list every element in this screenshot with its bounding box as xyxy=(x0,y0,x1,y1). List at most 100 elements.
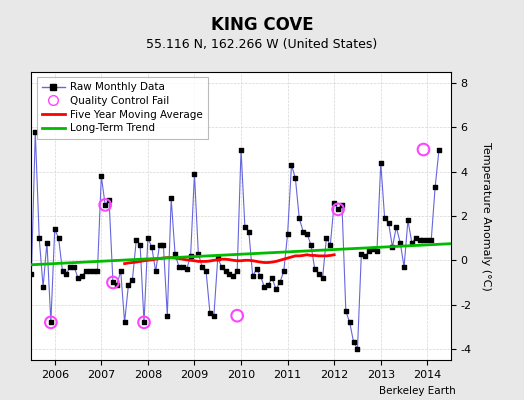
Point xyxy=(283,230,292,237)
Point xyxy=(78,273,86,279)
Point xyxy=(151,268,160,274)
Text: KING COVE: KING COVE xyxy=(211,16,313,34)
Point xyxy=(179,264,187,270)
Point xyxy=(345,319,354,326)
Point xyxy=(214,255,222,261)
Point xyxy=(233,312,242,319)
Point xyxy=(124,282,133,288)
Point xyxy=(353,346,362,352)
Point xyxy=(206,310,214,317)
Point xyxy=(97,173,105,179)
Point xyxy=(85,268,94,274)
Point xyxy=(16,264,24,270)
Point xyxy=(175,264,183,270)
Point xyxy=(140,319,148,326)
Point xyxy=(194,250,202,257)
Point xyxy=(82,268,90,274)
Point xyxy=(89,268,97,274)
Point xyxy=(27,270,36,277)
Point xyxy=(272,286,280,292)
Point xyxy=(187,253,195,259)
Point xyxy=(109,279,117,286)
Point xyxy=(411,235,420,241)
Point xyxy=(319,275,327,281)
Point xyxy=(408,239,416,246)
Point xyxy=(396,239,405,246)
Point xyxy=(342,308,350,314)
Point xyxy=(338,202,346,208)
Point xyxy=(47,319,55,326)
Point xyxy=(182,266,191,272)
Point xyxy=(423,237,432,244)
Point xyxy=(334,206,342,212)
Point xyxy=(74,275,82,281)
Point xyxy=(299,228,307,235)
Point xyxy=(330,200,339,206)
Text: Berkeley Earth: Berkeley Earth xyxy=(379,386,456,396)
Point xyxy=(260,284,268,290)
Point xyxy=(295,215,303,222)
Point xyxy=(400,264,408,270)
Point xyxy=(101,202,110,208)
Point xyxy=(419,237,428,244)
Point xyxy=(435,146,443,153)
Point xyxy=(116,268,125,274)
Point xyxy=(101,202,110,208)
Point xyxy=(39,284,47,290)
Point xyxy=(248,273,257,279)
Point xyxy=(373,248,381,255)
Point xyxy=(113,282,121,288)
Text: 55.116 N, 162.266 W (United States): 55.116 N, 162.266 W (United States) xyxy=(146,38,378,51)
Point xyxy=(311,266,319,272)
Point xyxy=(50,226,59,232)
Point xyxy=(365,248,373,255)
Point xyxy=(132,237,140,244)
Point xyxy=(237,146,245,153)
Point xyxy=(291,175,300,182)
Point xyxy=(314,270,323,277)
Point xyxy=(148,244,156,250)
Point xyxy=(31,129,39,135)
Point xyxy=(210,312,218,319)
Point xyxy=(403,217,412,224)
Point xyxy=(109,279,117,286)
Point xyxy=(280,268,288,274)
Y-axis label: Temperature Anomaly (°C): Temperature Anomaly (°C) xyxy=(481,142,491,290)
Point xyxy=(388,244,397,250)
Point xyxy=(392,224,400,230)
Point xyxy=(264,282,272,288)
Point xyxy=(202,268,210,274)
Point xyxy=(276,279,284,286)
Point xyxy=(221,268,230,274)
Point xyxy=(385,220,393,226)
Point xyxy=(233,268,242,274)
Point xyxy=(155,242,163,248)
Point xyxy=(268,275,276,281)
Point xyxy=(256,273,265,279)
Point xyxy=(66,264,74,270)
Point xyxy=(225,270,234,277)
Point xyxy=(427,237,435,244)
Point xyxy=(357,250,366,257)
Point xyxy=(431,184,439,190)
Point xyxy=(322,235,331,241)
Point xyxy=(287,162,296,168)
Point xyxy=(159,242,168,248)
Point xyxy=(70,264,79,270)
Point xyxy=(163,312,171,319)
Point xyxy=(334,206,342,212)
Point xyxy=(128,277,137,284)
Point xyxy=(35,235,43,241)
Point xyxy=(24,264,32,270)
Point xyxy=(380,215,389,222)
Point xyxy=(167,195,176,202)
Point xyxy=(253,266,261,272)
Point xyxy=(229,273,237,279)
Point xyxy=(121,319,129,326)
Point xyxy=(241,224,249,230)
Point xyxy=(361,253,369,259)
Point xyxy=(307,242,315,248)
Point xyxy=(93,268,102,274)
Point xyxy=(419,146,428,153)
Point xyxy=(19,264,28,270)
